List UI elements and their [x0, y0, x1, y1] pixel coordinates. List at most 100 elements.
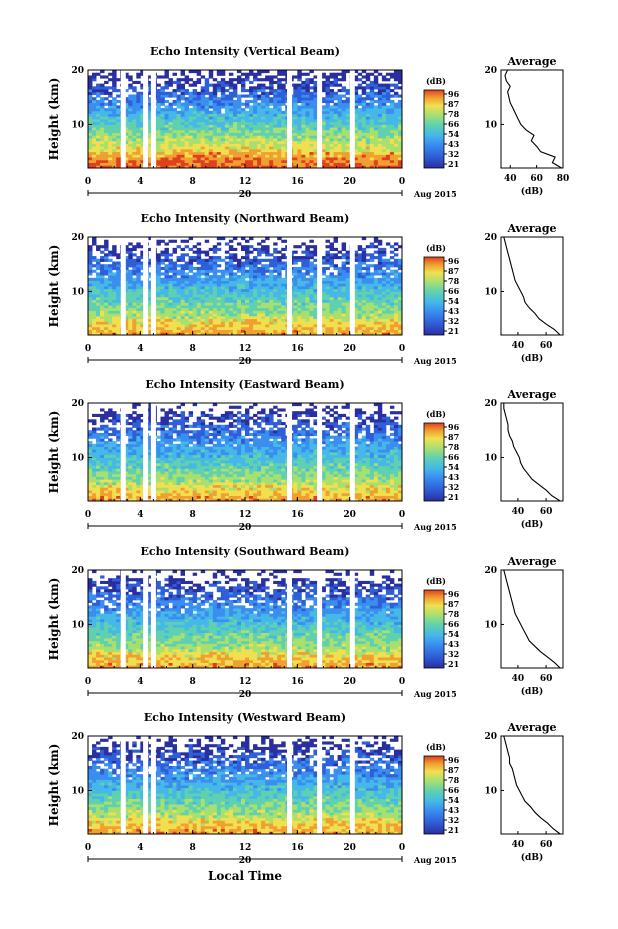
heatmap-cell — [353, 277, 359, 281]
heatmap-cell — [385, 266, 391, 271]
heatmap-cell — [321, 140, 326, 144]
heatmap-cell — [92, 75, 97, 79]
heatmap-cell — [309, 296, 314, 301]
heatmap-cell — [192, 283, 198, 287]
heatmap-cell — [192, 105, 198, 109]
heatmap-cell — [208, 332, 214, 336]
heatmap-cell — [377, 266, 383, 271]
heatmap-cell — [269, 294, 274, 298]
heatmap-cell — [357, 135, 363, 139]
heatmap-cell — [92, 159, 97, 163]
heatmap-cell — [397, 291, 403, 295]
heatmap-cell — [212, 135, 218, 139]
heatmap-cell — [160, 110, 165, 114]
heatmap-cell — [333, 154, 338, 158]
heatmap-cell — [212, 99, 218, 104]
heatmap-cell — [361, 135, 367, 139]
heatmap-cell — [224, 89, 230, 93]
heatmap-cell — [353, 135, 359, 139]
heatmap-cell — [293, 105, 298, 109]
heatmap-cell — [172, 146, 177, 150]
heatmap-cell — [321, 151, 326, 155]
heatmap-cell — [192, 116, 198, 120]
heatmap-cell — [184, 78, 190, 82]
heatmap-cell — [216, 305, 222, 309]
heatmap-cell — [132, 116, 137, 120]
heatmap-cell — [273, 148, 278, 153]
heatmap-cell — [261, 250, 266, 254]
heatmap-cell — [293, 113, 298, 117]
heatmap-cell — [281, 239, 286, 243]
heatmap-cell — [104, 138, 109, 142]
heatmap-cell — [116, 121, 121, 125]
heatmap-cell — [112, 143, 117, 147]
heatmap-cell — [393, 86, 399, 90]
heatmap-cell — [204, 250, 210, 254]
heatmap-cell — [381, 99, 387, 104]
heatmap-cell — [172, 261, 177, 265]
heatmap-cell — [92, 296, 97, 301]
heatmap-cell — [112, 329, 117, 333]
heatmap-cell — [212, 329, 218, 333]
heatmap-cell — [156, 154, 161, 158]
heatmap-cell — [309, 148, 314, 153]
heatmap-cell — [240, 146, 246, 150]
heatmap-cell — [337, 307, 343, 311]
heatmap-cell — [168, 283, 173, 287]
heatmap-cell — [96, 313, 101, 317]
heatmap-cell — [240, 245, 246, 249]
heatmap-cell — [337, 140, 343, 144]
heatmap-cell — [369, 80, 375, 85]
heatmap-cell — [216, 286, 222, 290]
heatmap-cell — [104, 288, 109, 292]
heatmap-cell — [184, 261, 190, 265]
heatmap-cell — [397, 310, 403, 314]
heatmap-cell — [148, 108, 153, 112]
heatmap-cell — [216, 294, 222, 298]
heatmap-cell — [148, 159, 153, 163]
heatmap-cell — [385, 242, 391, 246]
heatmap-cell — [293, 269, 298, 273]
heatmap-cell — [313, 277, 318, 281]
heatmap-cell — [204, 269, 210, 273]
heatmap-cell — [341, 159, 347, 163]
heatmap-cell — [124, 329, 129, 333]
heatmap-cell — [341, 146, 347, 150]
heatmap-cell — [192, 151, 198, 155]
heatmap-cell — [228, 299, 234, 303]
heatmap-cell — [104, 124, 109, 128]
heatmap-cell — [281, 321, 286, 325]
heatmap-cell — [232, 108, 238, 112]
heatmap-cell — [253, 266, 258, 271]
heatmap-cell — [184, 151, 190, 155]
heatmap-cell — [168, 239, 173, 243]
heatmap-cell — [108, 498, 113, 502]
heatmap-cell — [124, 75, 129, 79]
heatmap-cell — [397, 157, 403, 161]
heatmap — [88, 237, 403, 336]
heatmap-cell — [245, 151, 250, 155]
heatmap-cell — [329, 162, 334, 166]
heatmap-cell — [104, 332, 109, 336]
heatmap-cell — [96, 264, 101, 268]
heatmap-cell — [88, 286, 93, 290]
heatmap-cell — [92, 288, 97, 292]
heatmap-cell — [301, 165, 306, 169]
heatmap-cell — [216, 296, 222, 301]
heatmap-cell — [220, 80, 226, 85]
heatmap-cell — [92, 78, 97, 82]
heatmap-cell — [128, 269, 133, 273]
heatmap-cell — [305, 99, 310, 104]
heatmap-cell — [249, 127, 254, 131]
heatmap-cell — [265, 324, 270, 328]
heatmap-cell — [361, 102, 367, 106]
heatmap-cell — [369, 105, 375, 109]
heatmap-cell — [104, 140, 109, 144]
heatmap-cell — [112, 291, 117, 295]
heatmap-cell — [204, 315, 210, 320]
heatmap-cell — [357, 286, 363, 290]
heatmap-cell — [353, 305, 359, 309]
heatmap-cell — [224, 129, 230, 134]
heatmap-cell — [88, 315, 93, 320]
heatmap-cell — [188, 162, 194, 166]
